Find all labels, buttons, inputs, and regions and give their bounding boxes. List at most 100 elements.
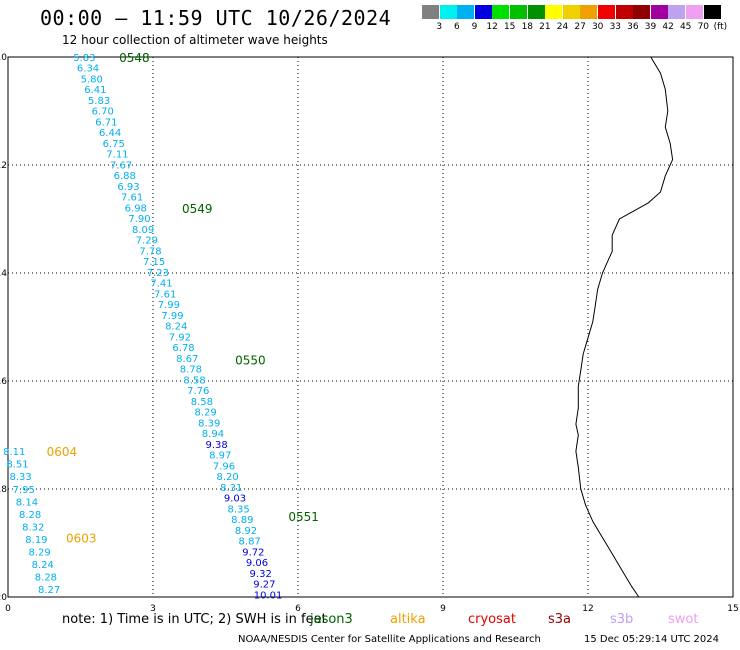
wave-height-label: 8.35 — [228, 504, 250, 515]
wave-height-label: 10.01 — [254, 590, 283, 601]
credit-line: NOAA/NESDIS Center for Satellite Applica… — [238, 634, 541, 645]
pass-time-label: 0603 — [66, 532, 97, 546]
x-tick-label: 0 — [5, 604, 11, 614]
wave-height-label: 8.29 — [194, 408, 216, 419]
wave-height-label: 7.92 — [169, 332, 191, 343]
wave-height-label: 8.29 — [28, 547, 50, 558]
y-tick-label: -10 — [0, 53, 7, 63]
wave-height-label: 6.98 — [125, 203, 147, 214]
wave-height-label: 8.58 — [191, 397, 213, 408]
legend-swatch — [580, 5, 598, 19]
legend-label: 21 — [539, 22, 551, 32]
legend-label: 39 — [644, 22, 657, 32]
wave-height-label: 8.27 — [38, 585, 60, 596]
wave-height-label: 8.20 — [216, 472, 238, 483]
satellite-label-altika: altika — [390, 612, 426, 627]
satellite-label-cryosat: cryosat — [468, 612, 516, 627]
wave-height-label: 9.38 — [205, 440, 227, 451]
wave-height-label: 6.44 — [99, 128, 121, 139]
legend-swatch — [650, 5, 668, 19]
legend-label: 12 — [486, 22, 498, 32]
wave-height-label: 8.51 — [6, 460, 28, 471]
y-tick-label: -18 — [0, 485, 7, 495]
x-tick-label: 6 — [295, 604, 301, 614]
wave-height-label: 5.83 — [73, 53, 95, 64]
wave-height-label: 7.76 — [187, 386, 209, 397]
legend-label: 9 — [471, 22, 478, 32]
legend-swatch — [562, 5, 580, 19]
wave-height-label: 7.61 — [154, 289, 176, 300]
wave-height-label: 6.93 — [117, 182, 139, 193]
legend-swatch — [615, 5, 633, 19]
wave-height-label: 8.28 — [35, 572, 57, 583]
wave-height-label: 7.61 — [121, 193, 143, 204]
page-subtitle: 12 hour collection of altimeter wave hei… — [62, 33, 328, 47]
pass-time-label: 0604 — [47, 445, 78, 459]
wave-height-label: 9.06 — [246, 558, 268, 569]
wave-height-label: 7.90 — [128, 214, 150, 225]
legend-label: 24 — [556, 22, 569, 32]
legend-swatch — [510, 5, 527, 19]
wave-height-label: 8.94 — [202, 429, 224, 440]
generated-timestamp: 15 Dec 05:29:14 UTC 2024 — [584, 634, 719, 645]
legend-swatch — [439, 5, 457, 19]
wave-height-label: 5.83 — [88, 96, 110, 107]
x-tick-label: 12 — [582, 604, 593, 614]
wave-height-label: 5.80 — [81, 74, 103, 85]
legend-label: 45 — [679, 22, 692, 32]
x-tick-label: 3 — [150, 604, 156, 614]
wave-height-label: 8.87 — [239, 537, 261, 548]
pass-time-label: 0549 — [182, 202, 213, 216]
legend-swatch — [598, 5, 615, 19]
wave-height-label: 6.34 — [77, 64, 99, 75]
wave-height-label: 8.33 — [9, 472, 31, 483]
wave-height-label: 9.72 — [242, 547, 264, 558]
y-tick-label: -20 — [0, 593, 7, 603]
wave-height-label: 7.99 — [158, 300, 180, 311]
legend-label: 30 — [591, 22, 604, 32]
satellite-label-swot: swot — [668, 612, 699, 627]
y-tick-label: -14 — [0, 269, 7, 279]
wave-height-label: 8.28 — [19, 510, 41, 521]
wave-height-label: 7.15 — [143, 257, 165, 268]
pass-time-label: 0548 — [119, 51, 150, 65]
legend-label: 18 — [521, 22, 534, 32]
legend-swatch — [668, 5, 686, 19]
y-tick-label: -16 — [0, 377, 7, 387]
legend-swatch — [703, 5, 721, 19]
wave-height-label: 8.97 — [209, 451, 231, 462]
wave-height-label: 8.32 — [22, 522, 44, 533]
coastline — [575, 56, 674, 598]
wave-height-label: 8.78 — [180, 365, 202, 376]
legend-label: 70 — [697, 22, 710, 32]
legend-swatch — [633, 5, 651, 19]
y-tick-label: -12 — [0, 161, 7, 171]
wave-height-label: 8.24 — [32, 560, 54, 571]
legend-label: 42 — [662, 22, 674, 32]
x-tick-label: 9 — [440, 604, 446, 614]
wave-height-label: 7.67 — [110, 160, 132, 171]
legend-label: 15 — [503, 22, 516, 32]
satellite-label-s3b: s3b — [610, 612, 634, 627]
legend-swatch — [686, 5, 703, 19]
wave-height-label: 8.92 — [235, 526, 257, 537]
wave-height-label: 7.99 — [161, 311, 183, 322]
wave-height-label: 8.11 — [3, 447, 25, 458]
legend-swatch — [527, 5, 545, 19]
wave-height-label: 8.89 — [231, 515, 253, 526]
legend-swatch — [422, 5, 439, 19]
page-title: 00:00 – 11:59 UTC 10/26/2024 — [40, 6, 392, 30]
map-frame — [7, 56, 734, 598]
satellite-label-jason3: jason3 — [310, 612, 353, 627]
wave-height-label: 8.31 — [220, 483, 242, 494]
wave-height-label: 7.78 — [139, 246, 161, 257]
wave-height-label: 7.95 — [13, 485, 35, 496]
wave-height-label: 6.71 — [95, 117, 117, 128]
wave-height-label: 9.27 — [253, 580, 275, 591]
wave-height-label: 7.11 — [106, 150, 128, 161]
wave-height-label: 9.32 — [250, 569, 272, 580]
legend-swatch — [474, 5, 492, 19]
wave-height-label: 8.67 — [176, 354, 198, 365]
